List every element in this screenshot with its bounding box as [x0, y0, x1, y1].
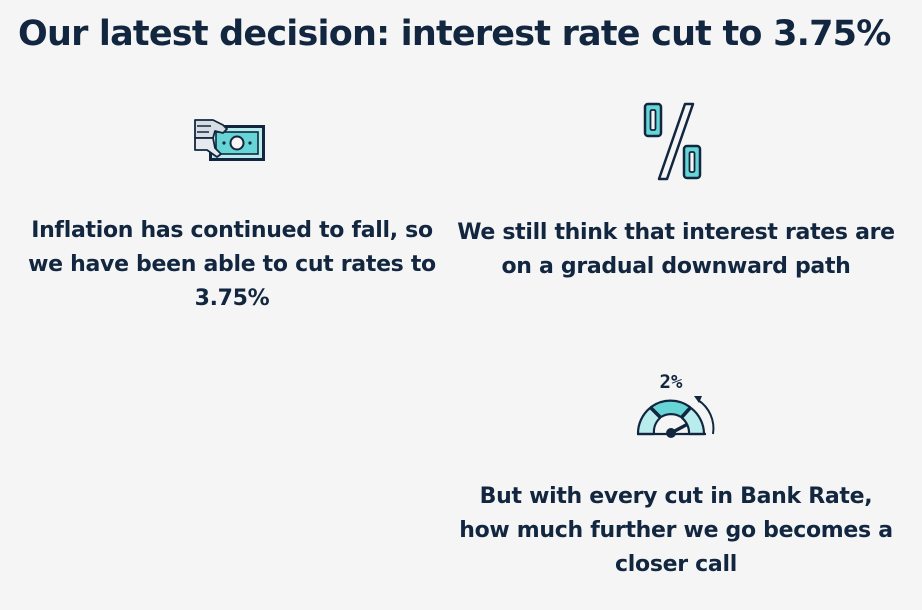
closer-call-card: 2% But with every cut in Bank Rate, how … [456, 370, 896, 582]
hand-giving-banknote-icon [194, 119, 265, 161]
percent-sign-icon [643, 102, 702, 181]
page-title: Our latest decision: interest rate cut t… [18, 14, 891, 54]
closer-call-text: But with every cut in Bank Rate, how muc… [459, 484, 893, 577]
rate-path-text: We still think that interest rates are o… [457, 220, 895, 279]
rate-path-card: We still think that interest rates are o… [456, 100, 896, 284]
gauge-target-label: 2% [660, 371, 683, 393]
inflation-card: Inflation has continued to fall, so we h… [22, 112, 442, 316]
inflation-text: Inflation has continued to fall, so we h… [28, 218, 436, 311]
gauge-target-icon: 2% [636, 371, 715, 438]
